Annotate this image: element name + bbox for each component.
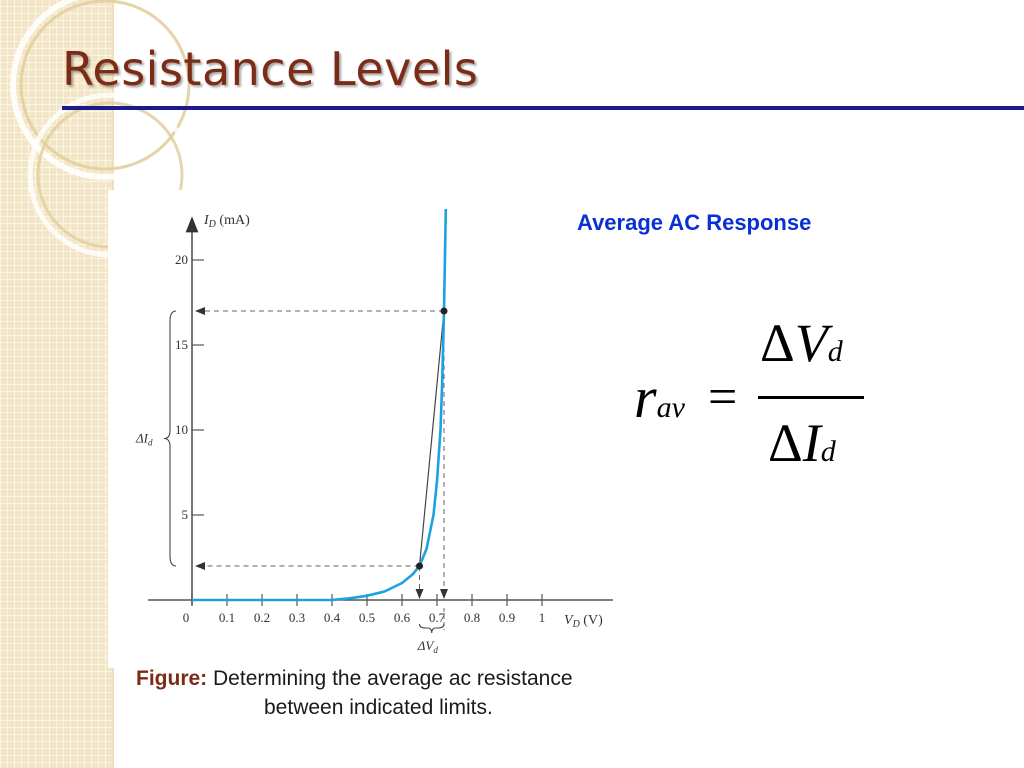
delta-current-brace (163, 310, 177, 567)
diode-characteristic-curve (192, 208, 448, 602)
formula-denominator: ΔId (768, 412, 836, 474)
x-tick-label: 0.4 (324, 610, 341, 625)
x-tick-label: 0.5 (359, 610, 375, 625)
delta-voltage-brace (418, 623, 445, 634)
x-axis-label: VD (V) (564, 613, 603, 630)
section-heading: Average AC Response (577, 210, 812, 235)
formula-lhs-subscript: av (656, 391, 685, 424)
x-tick-label: 0.1 (219, 610, 235, 625)
slide-title: Resistance Levels (62, 42, 479, 96)
figure-caption: Figure: Determining the average ac resis… (136, 664, 676, 722)
x-tick-label: 0.8 (464, 610, 480, 625)
x-tick-label: 0 (183, 610, 190, 625)
caption-label: Figure: (136, 667, 208, 690)
denominator-subscript: d (820, 435, 836, 468)
caption-text-line-1: Determining the average ac resistance (213, 667, 573, 690)
x-tick-label: 1 (539, 610, 546, 625)
operating-point (440, 307, 448, 315)
average-resistance-chord (418, 310, 445, 567)
y-axis-label: ID (mA) (203, 213, 250, 230)
x-tick-label: 0.6 (394, 610, 411, 625)
numerator-subscript: d (827, 335, 843, 368)
formula-numerator: ΔVd (760, 312, 843, 374)
figure-panel: 0 0.1 0.2 0.3 0.4 0.5 0.6 0.7 0.8 0.9 1 5 10 15 20 ID (… (108, 190, 628, 668)
x-tick-label: 0.2 (254, 610, 270, 625)
formula-equals-sign: = (708, 369, 738, 426)
formula-lhs-symbol: r (634, 365, 657, 430)
fraction-bar (758, 396, 864, 399)
caption-text-line-2: between indicated limits. (264, 696, 493, 719)
y-tick-label: 5 (182, 507, 189, 522)
numerator-variable: V (794, 313, 828, 373)
denominator-variable: I (802, 413, 821, 473)
x-tick-label: 0.7 (429, 610, 446, 625)
y-tick-label: 10 (175, 422, 188, 437)
average-resistance-formula: rav = ΔVd ΔId (630, 312, 880, 482)
operating-point (416, 562, 423, 570)
title-underline (62, 106, 1024, 110)
x-tick-label: 0.3 (289, 610, 305, 625)
y-tick-label: 20 (175, 252, 188, 267)
formula-lhs: rav (634, 364, 685, 431)
numerator-delta: Δ (760, 313, 795, 373)
delta-voltage-label: ΔVd (417, 638, 439, 655)
y-tick-label: 15 (175, 337, 188, 352)
x-tick-label: 0.9 (499, 610, 515, 625)
delta-current-label: ΔId (135, 431, 153, 448)
denominator-delta: Δ (768, 413, 803, 473)
